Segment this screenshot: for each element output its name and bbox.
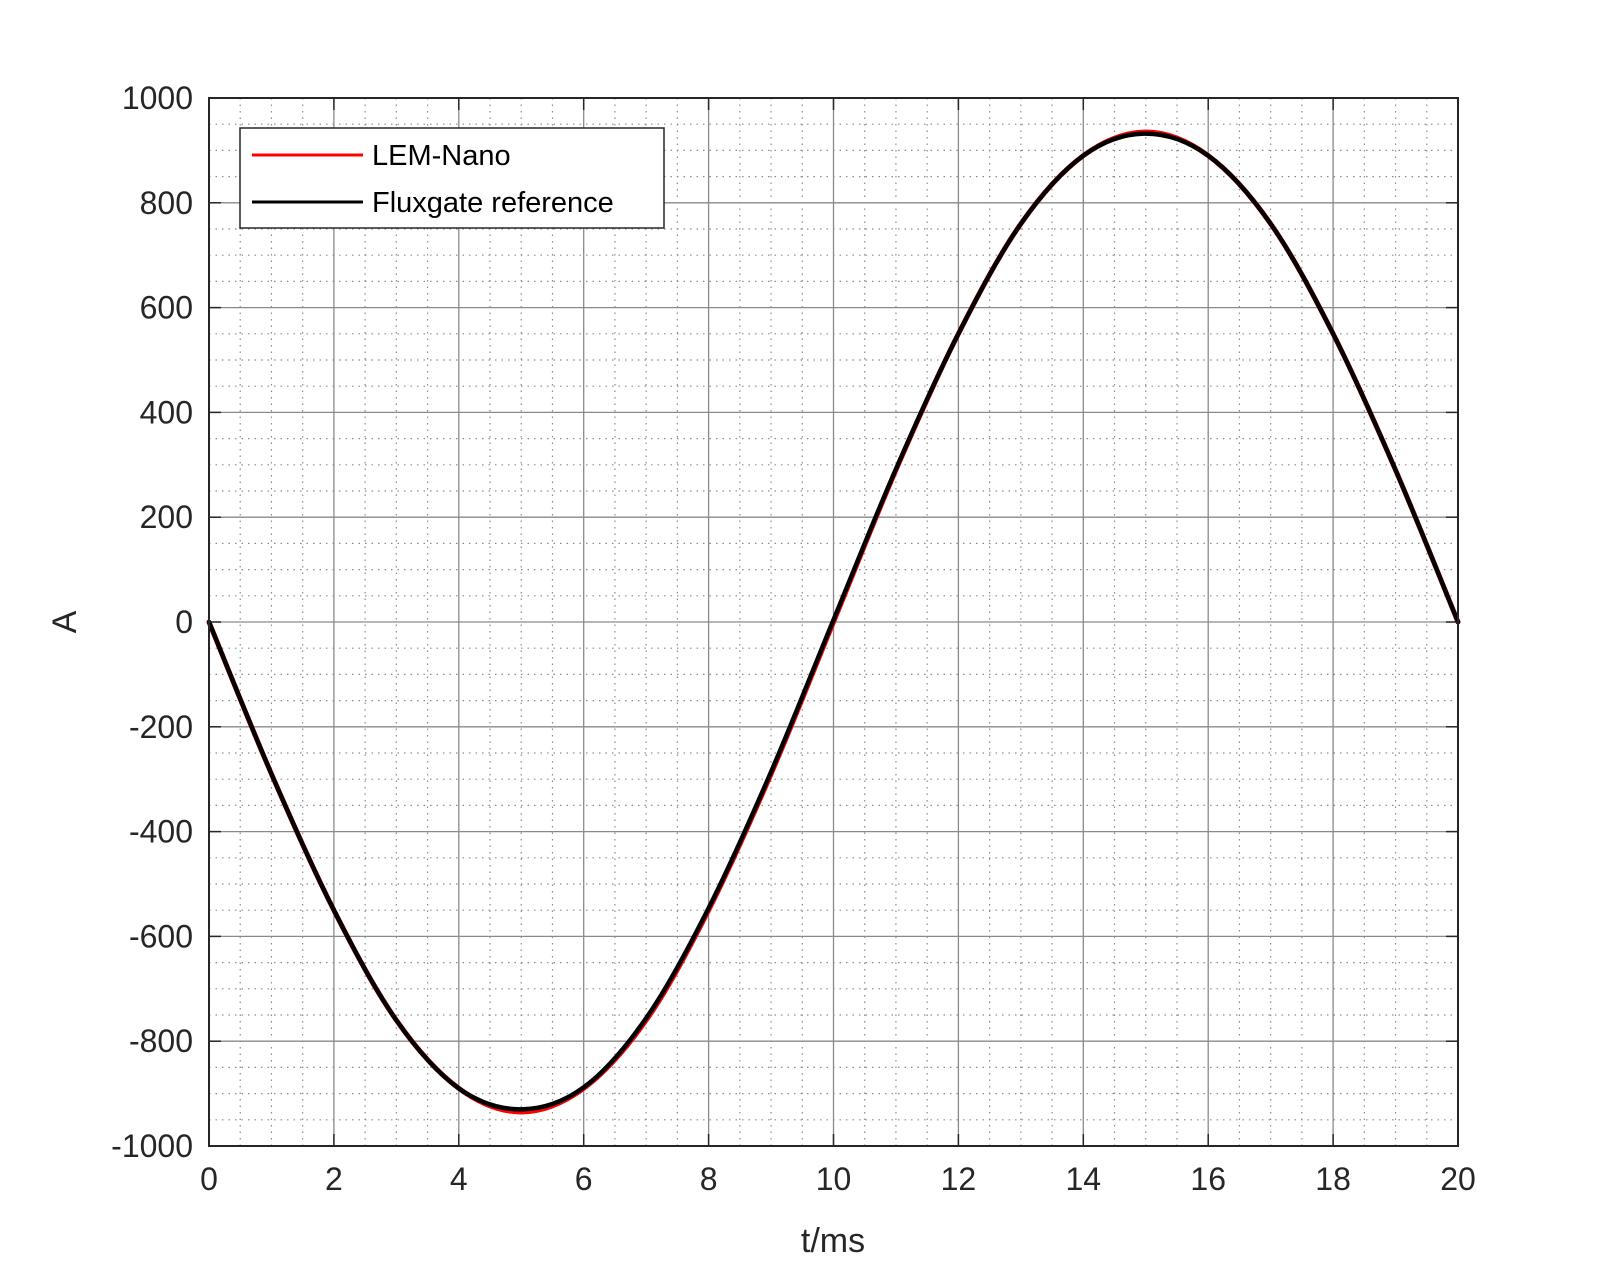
y-tick-label: 1000 (122, 80, 193, 116)
y-tick-label: -200 (129, 709, 193, 745)
x-tick-label: 6 (575, 1161, 593, 1197)
x-tick-label: 12 (941, 1161, 977, 1197)
x-tick-label: 0 (200, 1161, 218, 1197)
y-tick-label: 200 (140, 499, 193, 535)
x-tick-label: 14 (1066, 1161, 1102, 1197)
series-layer (206, 129, 1461, 1115)
x-tick-label: 4 (450, 1161, 468, 1197)
x-axis-label: t/ms (801, 1222, 865, 1260)
legend-box (239, 127, 665, 229)
legend-label-lem-nano: LEM-Nano (372, 140, 511, 172)
y-ticks: -1000 -800 -600 -400 -200 0 200 400 600 800 1000 (111, 80, 1458, 1164)
x-ticks: 0 2 4 6 8 10 12 14 16 18 20 (200, 98, 1476, 1197)
y-tick-label: 400 (140, 394, 193, 430)
x-tick-label: 16 (1190, 1161, 1226, 1197)
y-tick-label: -800 (129, 1023, 193, 1059)
x-tick-label: 20 (1440, 1161, 1476, 1197)
x-tick-label: 10 (816, 1161, 852, 1197)
y-tick-label: 0 (175, 604, 193, 640)
y-tick-label: 600 (140, 290, 193, 326)
y-tick-label: 800 (140, 185, 193, 221)
y-tick-label: -400 (129, 814, 193, 850)
x-tick-label: 8 (700, 1161, 718, 1197)
series-line-fluxgate-reference (206, 131, 1461, 1112)
x-tick-label: 2 (325, 1161, 343, 1197)
x-tick-label: 18 (1315, 1161, 1351, 1197)
legend-label-fluxgate-reference: Fluxgate reference (372, 187, 614, 219)
y-axis-label: A (46, 610, 84, 633)
y-tick-label: -600 (129, 918, 193, 954)
legend: LEM-Nano Fluxgate reference (239, 127, 665, 229)
y-tick-label: -1000 (111, 1128, 193, 1164)
